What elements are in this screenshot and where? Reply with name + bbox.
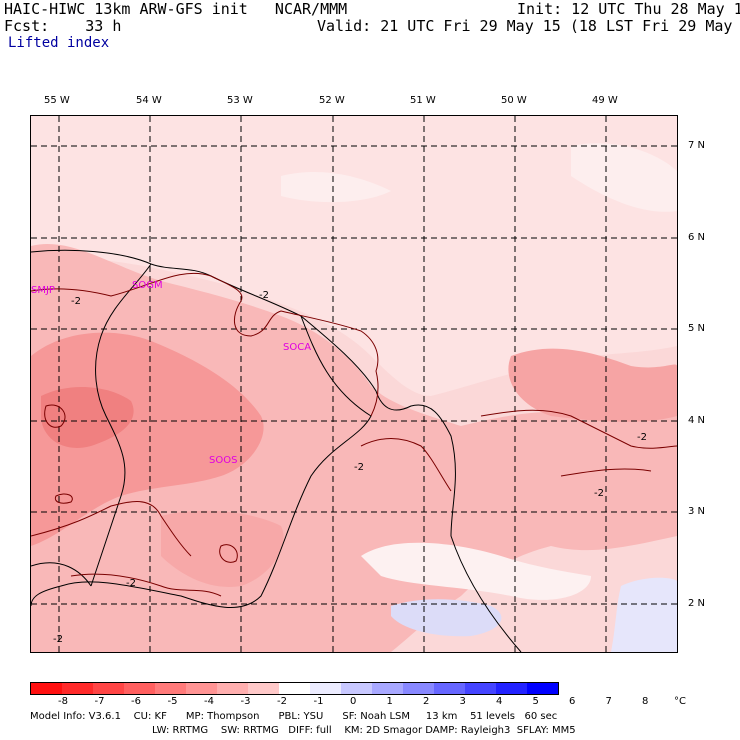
footer-line2: LW: RRTMG SW: RRTMG DIFF: full KM: 2D Sm… — [152, 725, 576, 736]
colorbar-swatch — [341, 683, 372, 694]
colorbar-swatch — [248, 683, 279, 694]
coastline — [31, 249, 522, 652]
colorbar — [30, 682, 559, 695]
colorbar-swatch — [155, 683, 186, 694]
colorbar-tick-label: -7 — [94, 696, 105, 707]
shade-warm — [41, 386, 134, 448]
lat-label: 7 N — [688, 140, 706, 151]
lat-label: 2 N — [688, 598, 706, 609]
lat-label: 3 N — [688, 506, 706, 517]
shade-cool — [391, 599, 502, 637]
colorbar-swatch — [372, 683, 403, 694]
colorbar-tick-label: 7 — [605, 696, 612, 707]
contour-label: -2 — [71, 296, 81, 307]
shade-white — [361, 542, 591, 600]
contour-label: -2 — [126, 578, 136, 589]
colorbar-swatch — [403, 683, 434, 694]
footer-line1: Model Info: V3.6.1 CU: KF MP: Thompson P… — [30, 711, 558, 722]
colorbar-swatch — [186, 683, 217, 694]
colorbar-tick-label: -8 — [58, 696, 68, 707]
contour-label: -2 — [594, 488, 604, 499]
colorbar-tick-label: 8 — [642, 696, 649, 707]
colorbar-swatch — [310, 683, 341, 694]
colorbar-swatch — [465, 683, 496, 694]
colorbar-swatch — [62, 683, 93, 694]
station-label: SOOS — [209, 455, 237, 466]
colorbar-swatch — [434, 683, 465, 694]
station-label: SMJP — [31, 285, 55, 296]
colorbar-tick-label: -5 — [167, 696, 178, 707]
colorbar-unit: °C — [674, 696, 686, 707]
colorbar-tick-label: 1 — [386, 696, 393, 707]
shade-light — [571, 143, 677, 212]
colorbar-tick-label: 6 — [569, 696, 576, 707]
station-label: SOCA — [283, 342, 311, 353]
shade-cool — [611, 577, 677, 652]
colorbar-tick-label: 5 — [532, 696, 539, 707]
header-right-line1: Init: 12 UTC Thu 28 May 15 — [517, 0, 740, 18]
station-label: SOGM — [132, 280, 163, 291]
contour-minus2 — [31, 272, 677, 597]
contour-label: -2 — [637, 432, 647, 443]
colorbar-tick-label: -2 — [277, 696, 287, 707]
shade-light — [281, 171, 391, 203]
field-title: Lifted index — [8, 35, 110, 51]
colorbar-swatch — [527, 683, 558, 694]
colorbar-swatch — [217, 683, 248, 694]
map-panel: -2 -2 -2 -2 -2 -2 -2 SMJP SOGM SOCA SOOS — [30, 115, 678, 653]
colorbar-tick-label: -4 — [204, 696, 214, 707]
colorbar-tick-label: 3 — [459, 696, 466, 707]
colorbar-tick-label: 2 — [423, 696, 430, 707]
lat-label: 5 N — [688, 323, 706, 334]
lon-label: 55 W — [44, 95, 70, 106]
colorbar-tick-label: 4 — [496, 696, 503, 707]
contour-label: -2 — [354, 462, 364, 473]
colorbar-swatch — [93, 683, 124, 694]
shade-warm — [508, 348, 677, 422]
lon-label: 54 W — [136, 95, 162, 106]
header-left-line1: HAIC-HIWC 13km ARW-GFS init NCAR/MMM — [4, 0, 348, 18]
colorbar-swatch — [124, 683, 155, 694]
contour-label: -2 — [259, 290, 269, 301]
colorbar-tick-label: -1 — [313, 696, 324, 707]
header-left-line2: Fcst: 33 h — [4, 17, 122, 35]
colorbar-tick-label: -3 — [240, 696, 251, 707]
lat-label: 4 N — [688, 415, 706, 426]
colorbar-swatch — [279, 683, 310, 694]
shade-warm — [161, 510, 284, 587]
colorbar-tick-label: 0 — [350, 696, 357, 707]
contour-label: -2 — [53, 634, 63, 645]
lifted-index-map: -2 -2 -2 -2 -2 -2 -2 SMJP SOGM SOCA SOOS — [31, 116, 677, 652]
lon-label: 50 W — [501, 95, 527, 106]
lon-label: 53 W — [227, 95, 253, 106]
lat-label: 6 N — [688, 232, 706, 243]
colorbar-tick-label: -6 — [131, 696, 141, 707]
header-right-line2: Valid: 21 UTC Fri 29 May 15 (18 LST Fri … — [317, 17, 740, 35]
colorbar-swatch — [31, 683, 62, 694]
shade-warm — [31, 332, 264, 546]
lon-label: 51 W — [410, 95, 436, 106]
colorbar-swatch — [496, 683, 527, 694]
lon-label: 49 W — [592, 95, 618, 106]
lon-label: 52 W — [319, 95, 345, 106]
